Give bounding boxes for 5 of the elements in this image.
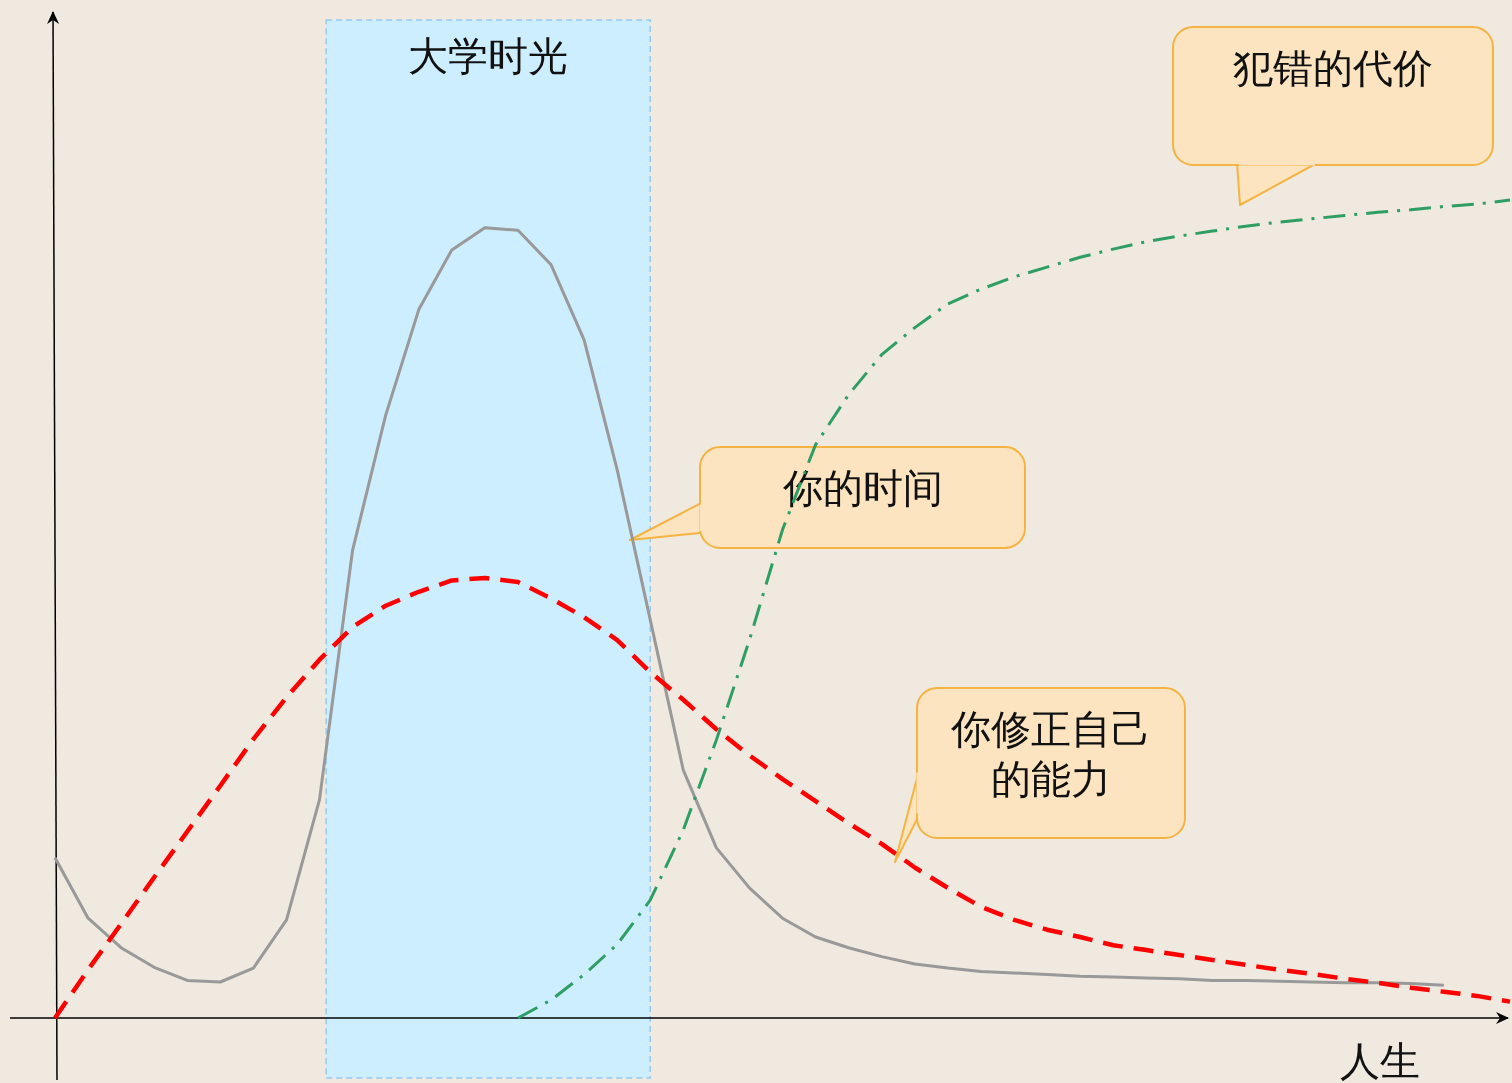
annotation: 你的时间 [781, 464, 944, 513]
text: 犯错的代价 [1232, 44, 1434, 93]
text: 大学时光 [408, 33, 569, 79]
x-axis-title: 人生 [1340, 1038, 1420, 1083]
annotation: 你修正自己的能力 [950, 705, 1152, 804]
